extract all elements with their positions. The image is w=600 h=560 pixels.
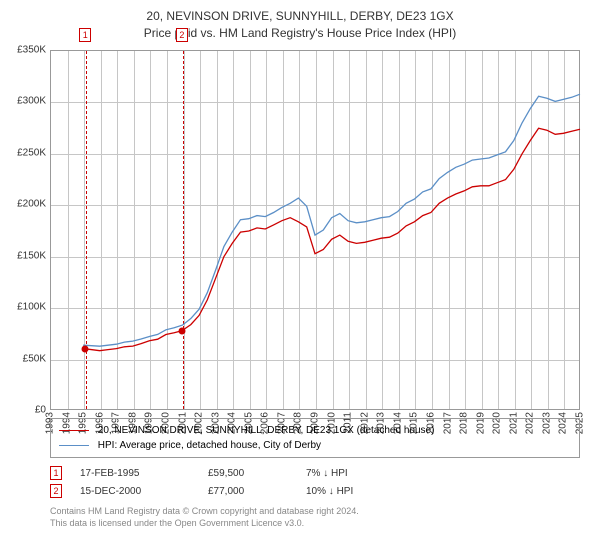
series-line-property — [85, 128, 580, 351]
legend-area: 20, NEVINSON DRIVE, SUNNYHILL, DERBY, DE… — [50, 418, 580, 529]
legend-swatch-property — [59, 430, 89, 431]
sale-price: £77,000 — [208, 486, 288, 497]
sale-date: 17-FEB-1995 — [80, 468, 190, 479]
legend-label-hpi: HPI: Average price, detached house, City… — [98, 440, 321, 451]
sales-table: 1 17-FEB-1995 £59,500 7% ↓ HPI 2 15-DEC-2000 £… — [50, 464, 580, 500]
footer-line-2: This data is licensed under the Open Gov… — [50, 518, 580, 530]
y-axis-label: £250K — [17, 147, 46, 158]
line-layer — [50, 50, 580, 410]
legend-item-property: 20, NEVINSON DRIVE, SUNNYHILL, DERBY, DE… — [59, 423, 571, 438]
chart-container: 20, NEVINSON DRIVE, SUNNYHILL, DERBY, DE… — [0, 0, 600, 560]
legend-swatch-hpi — [59, 445, 89, 446]
y-axis-label: £100K — [17, 302, 46, 313]
sale-price: £59,500 — [208, 468, 288, 479]
footer-line-1: Contains HM Land Registry data © Crown c… — [50, 506, 580, 518]
sales-row: 1 17-FEB-1995 £59,500 7% ↓ HPI — [50, 464, 580, 482]
sale-date: 15-DEC-2000 — [80, 486, 190, 497]
y-axis-label: £300K — [17, 96, 46, 107]
y-axis-label: £200K — [17, 199, 46, 210]
sale-marker — [178, 327, 185, 334]
legend-item-hpi: HPI: Average price, detached house, City… — [59, 438, 571, 453]
plot-area: £0£50K£100K£150K£200K£250K£300K£350K1993… — [50, 50, 580, 410]
y-axis-label: £150K — [17, 250, 46, 261]
reference-marker: 1 — [79, 28, 91, 42]
title-line-1: 20, NEVINSON DRIVE, SUNNYHILL, DERBY, DE… — [0, 8, 600, 25]
sale-index: 2 — [50, 484, 62, 498]
legend-label-property: 20, NEVINSON DRIVE, SUNNYHILL, DERBY, DE… — [98, 425, 435, 436]
legend-box: 20, NEVINSON DRIVE, SUNNYHILL, DERBY, DE… — [50, 418, 580, 458]
y-axis-label: £50K — [23, 353, 46, 364]
sale-diff: 7% ↓ HPI — [306, 468, 396, 479]
footer: Contains HM Land Registry data © Crown c… — [50, 506, 580, 529]
reference-marker: 2 — [176, 28, 188, 42]
sale-marker — [82, 345, 89, 352]
series-line-hpi — [83, 94, 580, 346]
sale-index: 1 — [50, 466, 62, 480]
sales-row: 2 15-DEC-2000 £77,000 10% ↓ HPI — [50, 482, 580, 500]
y-axis-label: £350K — [17, 45, 46, 56]
sale-diff: 10% ↓ HPI — [306, 486, 396, 497]
